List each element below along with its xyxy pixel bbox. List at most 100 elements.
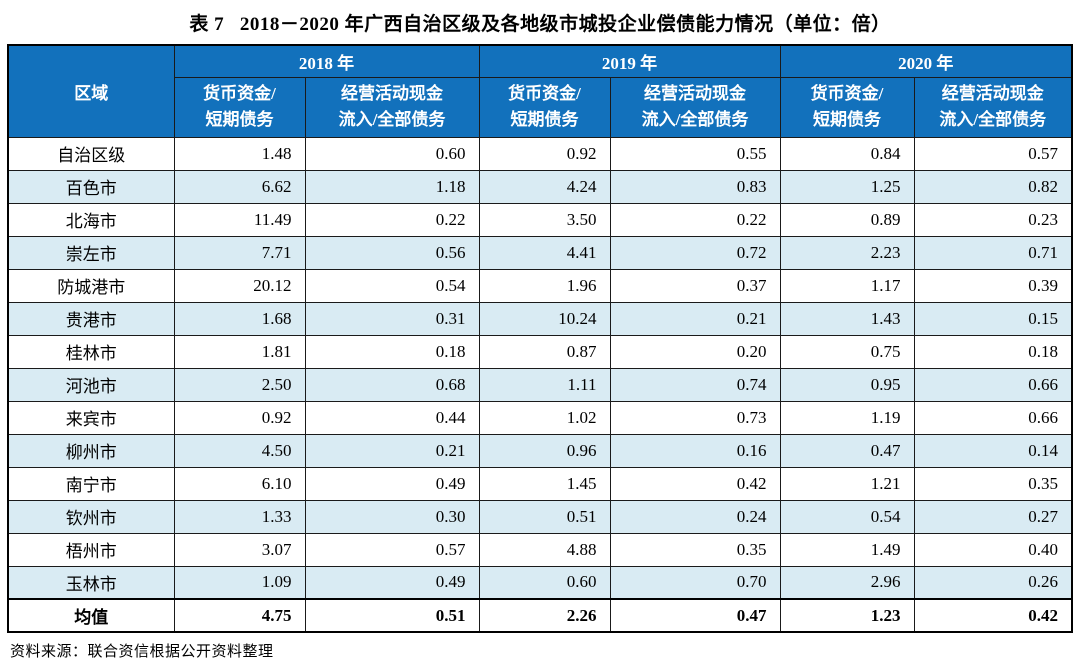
- value-cell: 0.21: [304, 433, 480, 468]
- value-cell: 0.66: [913, 400, 1073, 435]
- region-cell: 玉林市: [7, 565, 175, 600]
- value-cell: 0.57: [913, 136, 1073, 171]
- value-cell: 10.24: [478, 301, 611, 336]
- table-row: 自治区级 1.48 0.60 0.92 0.55 0.84 0.57: [7, 136, 1073, 171]
- value-cell: 4.24: [478, 169, 611, 204]
- value-cell: 0.21: [609, 301, 781, 336]
- value-cell: 0.51: [478, 499, 611, 534]
- value-cell: 1.19: [779, 400, 915, 435]
- value-cell: 0.82: [913, 169, 1073, 204]
- table-row: 梧州市 3.07 0.57 4.88 0.35 1.49 0.40: [7, 532, 1073, 567]
- table-row: 崇左市 7.71 0.56 4.41 0.72 2.23 0.71: [7, 235, 1073, 270]
- source-note: 资料来源：联合资信根据公开资料整理: [10, 644, 274, 660]
- value-cell: 0.89: [779, 202, 915, 237]
- value-cell: 4.88: [478, 532, 611, 567]
- value-cell: 0.24: [609, 499, 781, 534]
- table-row: 柳州市 4.50 0.21 0.96 0.16 0.47 0.14: [7, 433, 1073, 468]
- value-cell: 11.49: [173, 202, 306, 237]
- value-cell: 6.10: [173, 466, 306, 501]
- table-row: 来宾市 0.92 0.44 1.02 0.73 1.19 0.66: [7, 400, 1073, 435]
- value-cell: 3.07: [173, 532, 306, 567]
- value-cell: 0.87: [478, 334, 611, 369]
- value-cell: 1.68: [173, 301, 306, 336]
- value-cell: 0.20: [609, 334, 781, 369]
- region-cell: 百色市: [7, 169, 175, 204]
- region-cell: 河池市: [7, 367, 175, 402]
- value-cell: 1.45: [478, 466, 611, 501]
- value-cell: 0.14: [913, 433, 1073, 468]
- value-cell: 0.60: [304, 136, 480, 171]
- debt-capacity-table: 区域 2018 年 2019 年 2020 年 货币资金/ 短期债务 经营活动现…: [7, 44, 1073, 633]
- value-cell: 0.84: [779, 136, 915, 171]
- value-cell: 0.68: [304, 367, 480, 402]
- value-cell: 0.54: [304, 268, 480, 303]
- value-cell: 0.60: [478, 565, 611, 600]
- table-row: 河池市 2.50 0.68 1.11 0.74 0.95 0.66: [7, 367, 1073, 402]
- value-cell: 0.42: [609, 466, 781, 501]
- value-cell: 1.25: [779, 169, 915, 204]
- year-header-2020: 2020 年: [779, 44, 1073, 78]
- value-cell: 6.62: [173, 169, 306, 204]
- value-cell: 0.71: [913, 235, 1073, 270]
- table-header: 区域 2018 年 2019 年 2020 年 货币资金/ 短期债务 经营活动现…: [7, 44, 1073, 138]
- value-cell: 0.35: [609, 532, 781, 567]
- value-cell: 0.40: [913, 532, 1073, 567]
- value-cell: 0.31: [304, 301, 480, 336]
- value-cell: 4.75: [173, 598, 306, 633]
- value-cell: 0.23: [913, 202, 1073, 237]
- value-cell: 2.50: [173, 367, 306, 402]
- table-body: 自治区级 1.48 0.60 0.92 0.55 0.84 0.57 百色市 6…: [7, 136, 1073, 633]
- value-cell: 0.18: [913, 334, 1073, 369]
- year-header-row: 区域 2018 年 2019 年 2020 年: [7, 44, 1073, 138]
- value-cell: 0.56: [304, 235, 480, 270]
- value-cell: 0.73: [609, 400, 781, 435]
- table-row-mean: 均值 4.75 0.51 2.26 0.47 1.23 0.42: [7, 598, 1073, 633]
- value-cell: 0.39: [913, 268, 1073, 303]
- value-cell: 7.71: [173, 235, 306, 270]
- value-cell: 0.54: [779, 499, 915, 534]
- year-header-2018: 2018 年: [173, 44, 480, 78]
- region-cell: 北海市: [7, 202, 175, 237]
- value-cell: 1.11: [478, 367, 611, 402]
- region-cell: 自治区级: [7, 136, 175, 171]
- table-row: 北海市 11.49 0.22 3.50 0.22 0.89 0.23: [7, 202, 1073, 237]
- value-cell: 0.95: [779, 367, 915, 402]
- value-cell: 1.48: [173, 136, 306, 171]
- region-cell: 梧州市: [7, 532, 175, 567]
- value-cell: 2.96: [779, 565, 915, 600]
- value-cell: 0.74: [609, 367, 781, 402]
- metric-header-2020-cash-ratio: 货币资金/ 短期债务: [779, 76, 915, 138]
- value-cell: 1.33: [173, 499, 306, 534]
- value-cell: 1.23: [779, 598, 915, 633]
- value-cell: 0.16: [609, 433, 781, 468]
- value-cell: 0.55: [609, 136, 781, 171]
- value-cell: 1.96: [478, 268, 611, 303]
- value-cell: 0.26: [913, 565, 1073, 600]
- value-cell: 0.92: [173, 400, 306, 435]
- value-cell: 2.26: [478, 598, 611, 633]
- value-cell: 0.49: [304, 565, 480, 600]
- value-cell: 0.66: [913, 367, 1073, 402]
- table-row: 南宁市 6.10 0.49 1.45 0.42 1.21 0.35: [7, 466, 1073, 501]
- table-row: 防城港市 20.12 0.54 1.96 0.37 1.17 0.39: [7, 268, 1073, 303]
- value-cell: 1.09: [173, 565, 306, 600]
- metric-header-2020-ocf-ratio: 经营活动现金 流入/全部债务: [913, 76, 1073, 138]
- region-cell: 来宾市: [7, 400, 175, 435]
- value-cell: 1.18: [304, 169, 480, 204]
- metric-header-2019-ocf-ratio: 经营活动现金 流入/全部债务: [609, 76, 781, 138]
- table-row: 钦州市 1.33 0.30 0.51 0.24 0.54 0.27: [7, 499, 1073, 534]
- table-title: 表 7 2018－2020 年广西自治区级及各地级市城投企业偿债能力情况（单位：…: [189, 14, 891, 35]
- value-cell: 0.57: [304, 532, 480, 567]
- value-cell: 4.50: [173, 433, 306, 468]
- value-cell: 0.18: [304, 334, 480, 369]
- value-cell: 3.50: [478, 202, 611, 237]
- value-cell: 0.92: [478, 136, 611, 171]
- value-cell: 0.72: [609, 235, 781, 270]
- table-row: 玉林市 1.09 0.49 0.60 0.70 2.96 0.26: [7, 565, 1073, 600]
- region-cell: 桂林市: [7, 334, 175, 369]
- region-cell: 均值: [7, 598, 175, 633]
- value-cell: 0.22: [304, 202, 480, 237]
- metric-header-2019-cash-ratio: 货币资金/ 短期债务: [478, 76, 611, 138]
- value-cell: 0.22: [609, 202, 781, 237]
